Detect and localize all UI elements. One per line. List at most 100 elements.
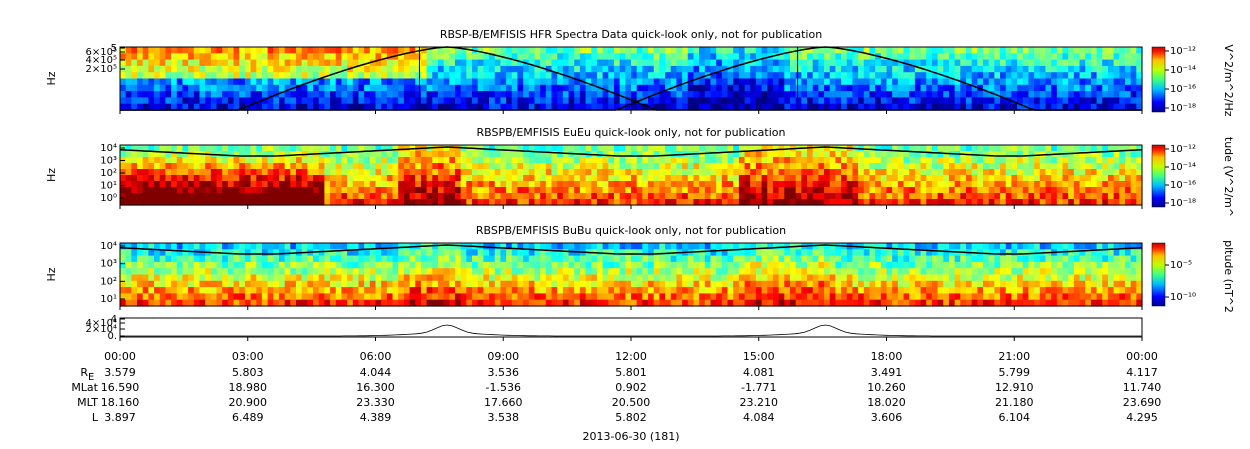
spectrogram-cell bbox=[750, 169, 757, 176]
spectrogram-cell bbox=[880, 181, 888, 188]
spectrogram-cell bbox=[585, 243, 592, 250]
spectrogram-cell bbox=[897, 181, 905, 188]
spectrogram-cell bbox=[778, 187, 785, 194]
spectrogram-cell bbox=[1022, 91, 1030, 98]
spectrogram-cell bbox=[1136, 84, 1143, 92]
spectrogram-cell bbox=[267, 53, 274, 61]
spectrogram-cell bbox=[477, 157, 484, 164]
spectrogram-cell bbox=[954, 193, 961, 200]
spectrogram-cell bbox=[636, 59, 643, 67]
spectrogram-cell bbox=[335, 274, 343, 282]
spectrogram-cell bbox=[665, 53, 672, 61]
spectrogram-cell bbox=[880, 157, 888, 164]
spectrogram-cell bbox=[767, 72, 774, 80]
spectrogram-cell bbox=[494, 163, 502, 170]
spectrogram-cell bbox=[619, 187, 626, 194]
spectrogram-cell bbox=[903, 53, 910, 61]
spectrogram-cell bbox=[687, 193, 695, 200]
spectrogram-cell bbox=[426, 175, 433, 182]
spectrogram-cell bbox=[869, 97, 876, 105]
spectrogram-cell bbox=[653, 181, 660, 188]
spectrogram-cell bbox=[386, 72, 394, 80]
spectrogram-cell bbox=[665, 268, 672, 276]
spectrogram-cell bbox=[721, 157, 729, 164]
spectrogram-cell bbox=[858, 181, 865, 188]
spectrogram-cell bbox=[494, 181, 502, 188]
spectrogram-cell bbox=[420, 287, 428, 294]
spectrogram-cell bbox=[676, 268, 683, 276]
spectrogram-cell bbox=[727, 181, 734, 188]
spectrogram-cell bbox=[943, 187, 950, 194]
spectrogram-cell bbox=[596, 145, 604, 152]
spectrogram-cell bbox=[903, 59, 910, 67]
spectrogram-cell bbox=[386, 255, 394, 263]
spectrogram-cell bbox=[364, 84, 371, 92]
spectrogram-cell bbox=[358, 255, 365, 263]
spectrogram-cell bbox=[420, 151, 428, 158]
spectrogram-cell bbox=[239, 163, 246, 170]
spectrogram-cell bbox=[517, 287, 524, 294]
spectrogram-cell bbox=[284, 199, 291, 206]
spectrogram-cell bbox=[182, 187, 189, 194]
spectrogram-cell bbox=[159, 157, 167, 164]
spectrogram-cell bbox=[267, 193, 274, 200]
spectrogram-cell bbox=[971, 181, 978, 188]
spectrogram-cell bbox=[1085, 78, 1092, 86]
spectrogram-cell bbox=[454, 103, 462, 111]
spectrogram-cell bbox=[954, 47, 961, 54]
spectrogram-cell bbox=[1073, 199, 1081, 206]
spectrogram-cell bbox=[267, 72, 274, 80]
spectrogram-cell bbox=[772, 280, 780, 288]
spectrogram-cell bbox=[863, 287, 871, 294]
spectrogram-cell bbox=[250, 293, 257, 301]
spectrogram-cell bbox=[171, 181, 178, 188]
spectrogram-cell bbox=[778, 280, 785, 288]
spectrogram-cell bbox=[227, 299, 235, 307]
spectrogram-cell bbox=[625, 299, 632, 307]
spectrogram-cell bbox=[165, 193, 172, 200]
spectrogram-cell bbox=[801, 287, 808, 294]
spectrogram-cell bbox=[977, 97, 984, 105]
spectrogram-cell bbox=[948, 193, 956, 200]
spectrogram-cell bbox=[1102, 157, 1109, 164]
spectrogram-cell bbox=[716, 91, 723, 98]
spectrogram-cell bbox=[613, 193, 621, 200]
spectrogram-cell bbox=[528, 84, 536, 92]
spectrogram-cell bbox=[540, 199, 547, 206]
spectrogram-cell bbox=[795, 91, 802, 98]
spectrogram-cell bbox=[1119, 47, 1126, 54]
spectrogram-cell bbox=[1068, 78, 1075, 86]
spectrogram-cell bbox=[494, 261, 502, 269]
spectrogram-cell bbox=[812, 249, 819, 257]
spectrogram-cell bbox=[784, 274, 791, 282]
spectrogram-cell bbox=[483, 72, 490, 80]
spectrogram-cell bbox=[801, 268, 808, 276]
spectrogram-cell bbox=[330, 157, 337, 164]
spectrogram-cell bbox=[159, 193, 167, 200]
spectrogram-cell bbox=[1011, 199, 1018, 206]
spectrogram-cell bbox=[755, 65, 763, 73]
spectrogram-cell bbox=[477, 193, 484, 200]
spectrogram-cell bbox=[540, 163, 547, 170]
spectrogram-cell bbox=[460, 151, 467, 158]
spectrogram-cell bbox=[188, 157, 195, 164]
spectrogram-cell bbox=[648, 163, 655, 170]
spectrogram-cell bbox=[313, 47, 320, 54]
spectrogram-cell bbox=[341, 72, 348, 80]
spectrogram-cell bbox=[1028, 181, 1035, 188]
spectrogram-cell bbox=[545, 261, 553, 269]
spectrogram-cell bbox=[494, 268, 502, 276]
spectrogram-cell bbox=[517, 97, 524, 105]
spectrogram-cell bbox=[1039, 169, 1047, 176]
spectrogram-cell bbox=[568, 293, 575, 301]
spectrogram-cell bbox=[1068, 84, 1075, 92]
spectrogram-cell bbox=[892, 97, 899, 105]
spectrogram-cell bbox=[1085, 84, 1092, 92]
spectrogram-cell bbox=[415, 78, 422, 86]
spectrogram-cell bbox=[1051, 145, 1058, 152]
spectrogram-cell bbox=[892, 59, 899, 67]
spectrogram-cell bbox=[687, 293, 695, 301]
spectrogram-cell bbox=[1102, 145, 1109, 152]
spectrogram-cell bbox=[540, 103, 547, 111]
spectrogram-cell bbox=[880, 293, 888, 301]
